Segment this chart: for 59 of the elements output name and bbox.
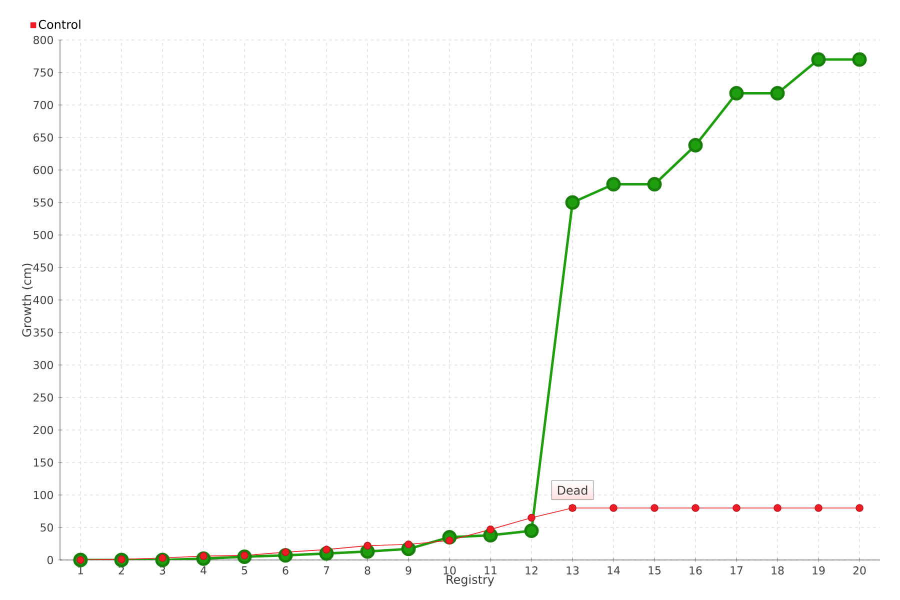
y-tick-label: 550	[34, 198, 53, 207]
x-tick-label: 4	[200, 566, 206, 574]
y-tick-label: 0	[47, 556, 53, 564]
y-tick-label: 300	[34, 360, 53, 370]
y-tick-label: 200	[34, 426, 53, 434]
x-tick-label: 17	[730, 566, 743, 574]
y-tick-label: 150	[34, 458, 53, 467]
x-tick-label: 18	[772, 566, 784, 575]
y-tick-label: 450	[33, 263, 53, 272]
x-axis-title: Registry	[446, 574, 494, 586]
y-tick-label: 600	[34, 166, 53, 174]
point	[486, 526, 494, 534]
annotation: Dead	[558, 486, 588, 495]
point	[770, 86, 785, 101]
point	[774, 504, 782, 512]
x-tick-label: 12	[526, 566, 538, 574]
point	[811, 52, 826, 67]
x-tick-label: 13	[566, 566, 579, 575]
point	[565, 195, 580, 210]
x-tick-label: 20	[853, 566, 866, 575]
y-tick-label: 100	[34, 490, 53, 500]
y-axis-title: Growth (cm)	[22, 264, 33, 337]
point	[692, 504, 700, 512]
x-tick-label: 19	[812, 566, 825, 575]
x-tick-label: 14	[608, 566, 620, 574]
y-tick-label: 500	[34, 230, 53, 240]
y-tick-label: 400	[33, 296, 53, 304]
point	[364, 542, 372, 550]
point	[852, 52, 867, 67]
y-tick-label: 50	[40, 523, 53, 532]
point	[729, 86, 744, 101]
x-tick-label: 16	[690, 566, 702, 575]
point	[610, 504, 618, 512]
point	[814, 504, 822, 512]
x-tick-label: 5	[242, 566, 248, 574]
x-tick-label: 6	[282, 566, 288, 575]
x-tick-label: 10	[444, 566, 456, 575]
point	[732, 504, 740, 512]
y-tick-label: 800	[34, 36, 53, 44]
point	[404, 540, 412, 548]
point	[647, 177, 662, 192]
x-tick-label: 8	[364, 566, 370, 575]
y-tick-label: 750	[34, 68, 53, 77]
point	[688, 138, 703, 153]
point	[322, 546, 330, 554]
legend-label: Control	[38, 20, 80, 29]
y-tick-label: 700	[34, 100, 53, 110]
point	[528, 514, 536, 522]
x-tick-label: 7	[324, 566, 330, 574]
y-tick-label: 250	[34, 393, 53, 402]
point	[856, 504, 864, 512]
y-tick-label: 650	[34, 133, 53, 142]
y-tick-label: 350	[34, 328, 53, 337]
x-tick-label: 15	[648, 566, 661, 574]
point	[650, 504, 658, 512]
x-tick-label: 11	[484, 566, 496, 574]
point	[524, 523, 539, 538]
point	[606, 177, 621, 192]
x-tick-label: 9	[406, 566, 412, 575]
